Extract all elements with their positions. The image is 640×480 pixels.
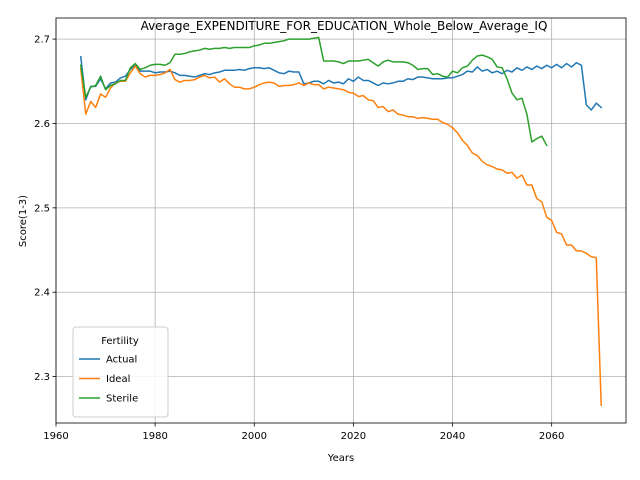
chart-title: Average_EXPENDITURE_FOR_EDUCATION_Whole_… [141, 19, 548, 33]
y-tick-label: 2.6 [34, 119, 50, 130]
series-line-sterile [79, 36, 548, 147]
legend: Fertility Actual Ideal Sterile [72, 326, 169, 418]
y-tick-label: 2.5 [34, 203, 50, 214]
x-tick-label: 1980 [142, 431, 167, 442]
legend-label-ideal: Ideal [106, 374, 130, 385]
x-axis-label: Years [327, 453, 354, 464]
y-tick-label: 2.3 [34, 372, 50, 383]
x-tick-label: 1960 [43, 431, 68, 442]
x-tick-label: 2000 [242, 431, 267, 442]
series-line-ideal [79, 65, 602, 407]
x-tick-label: 2060 [539, 431, 564, 442]
x-tick-label: 2020 [341, 431, 366, 442]
y-tick-label: 2.7 [34, 35, 50, 46]
y-tick-label: 2.4 [34, 288, 50, 299]
legend-title: Fertility [101, 336, 139, 347]
series-lines [79, 36, 603, 407]
gridlines [55, 18, 626, 423]
y-axis-label: Score(1-3) [18, 195, 29, 247]
x-tick-label: 2040 [440, 431, 465, 442]
y-axis: 2.3 2.4 2.5 2.6 2.7 [34, 35, 56, 383]
plot-area [55, 17, 627, 424]
legend-label-sterile: Sterile [106, 394, 138, 405]
legend-box [72, 326, 169, 418]
x-axis: 1960 1980 2000 2020 2040 2060 [43, 423, 564, 442]
legend-label-actual: Actual [106, 355, 137, 366]
